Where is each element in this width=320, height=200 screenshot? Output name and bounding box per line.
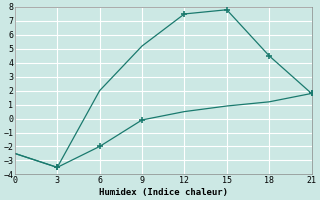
- X-axis label: Humidex (Indice chaleur): Humidex (Indice chaleur): [99, 188, 228, 197]
